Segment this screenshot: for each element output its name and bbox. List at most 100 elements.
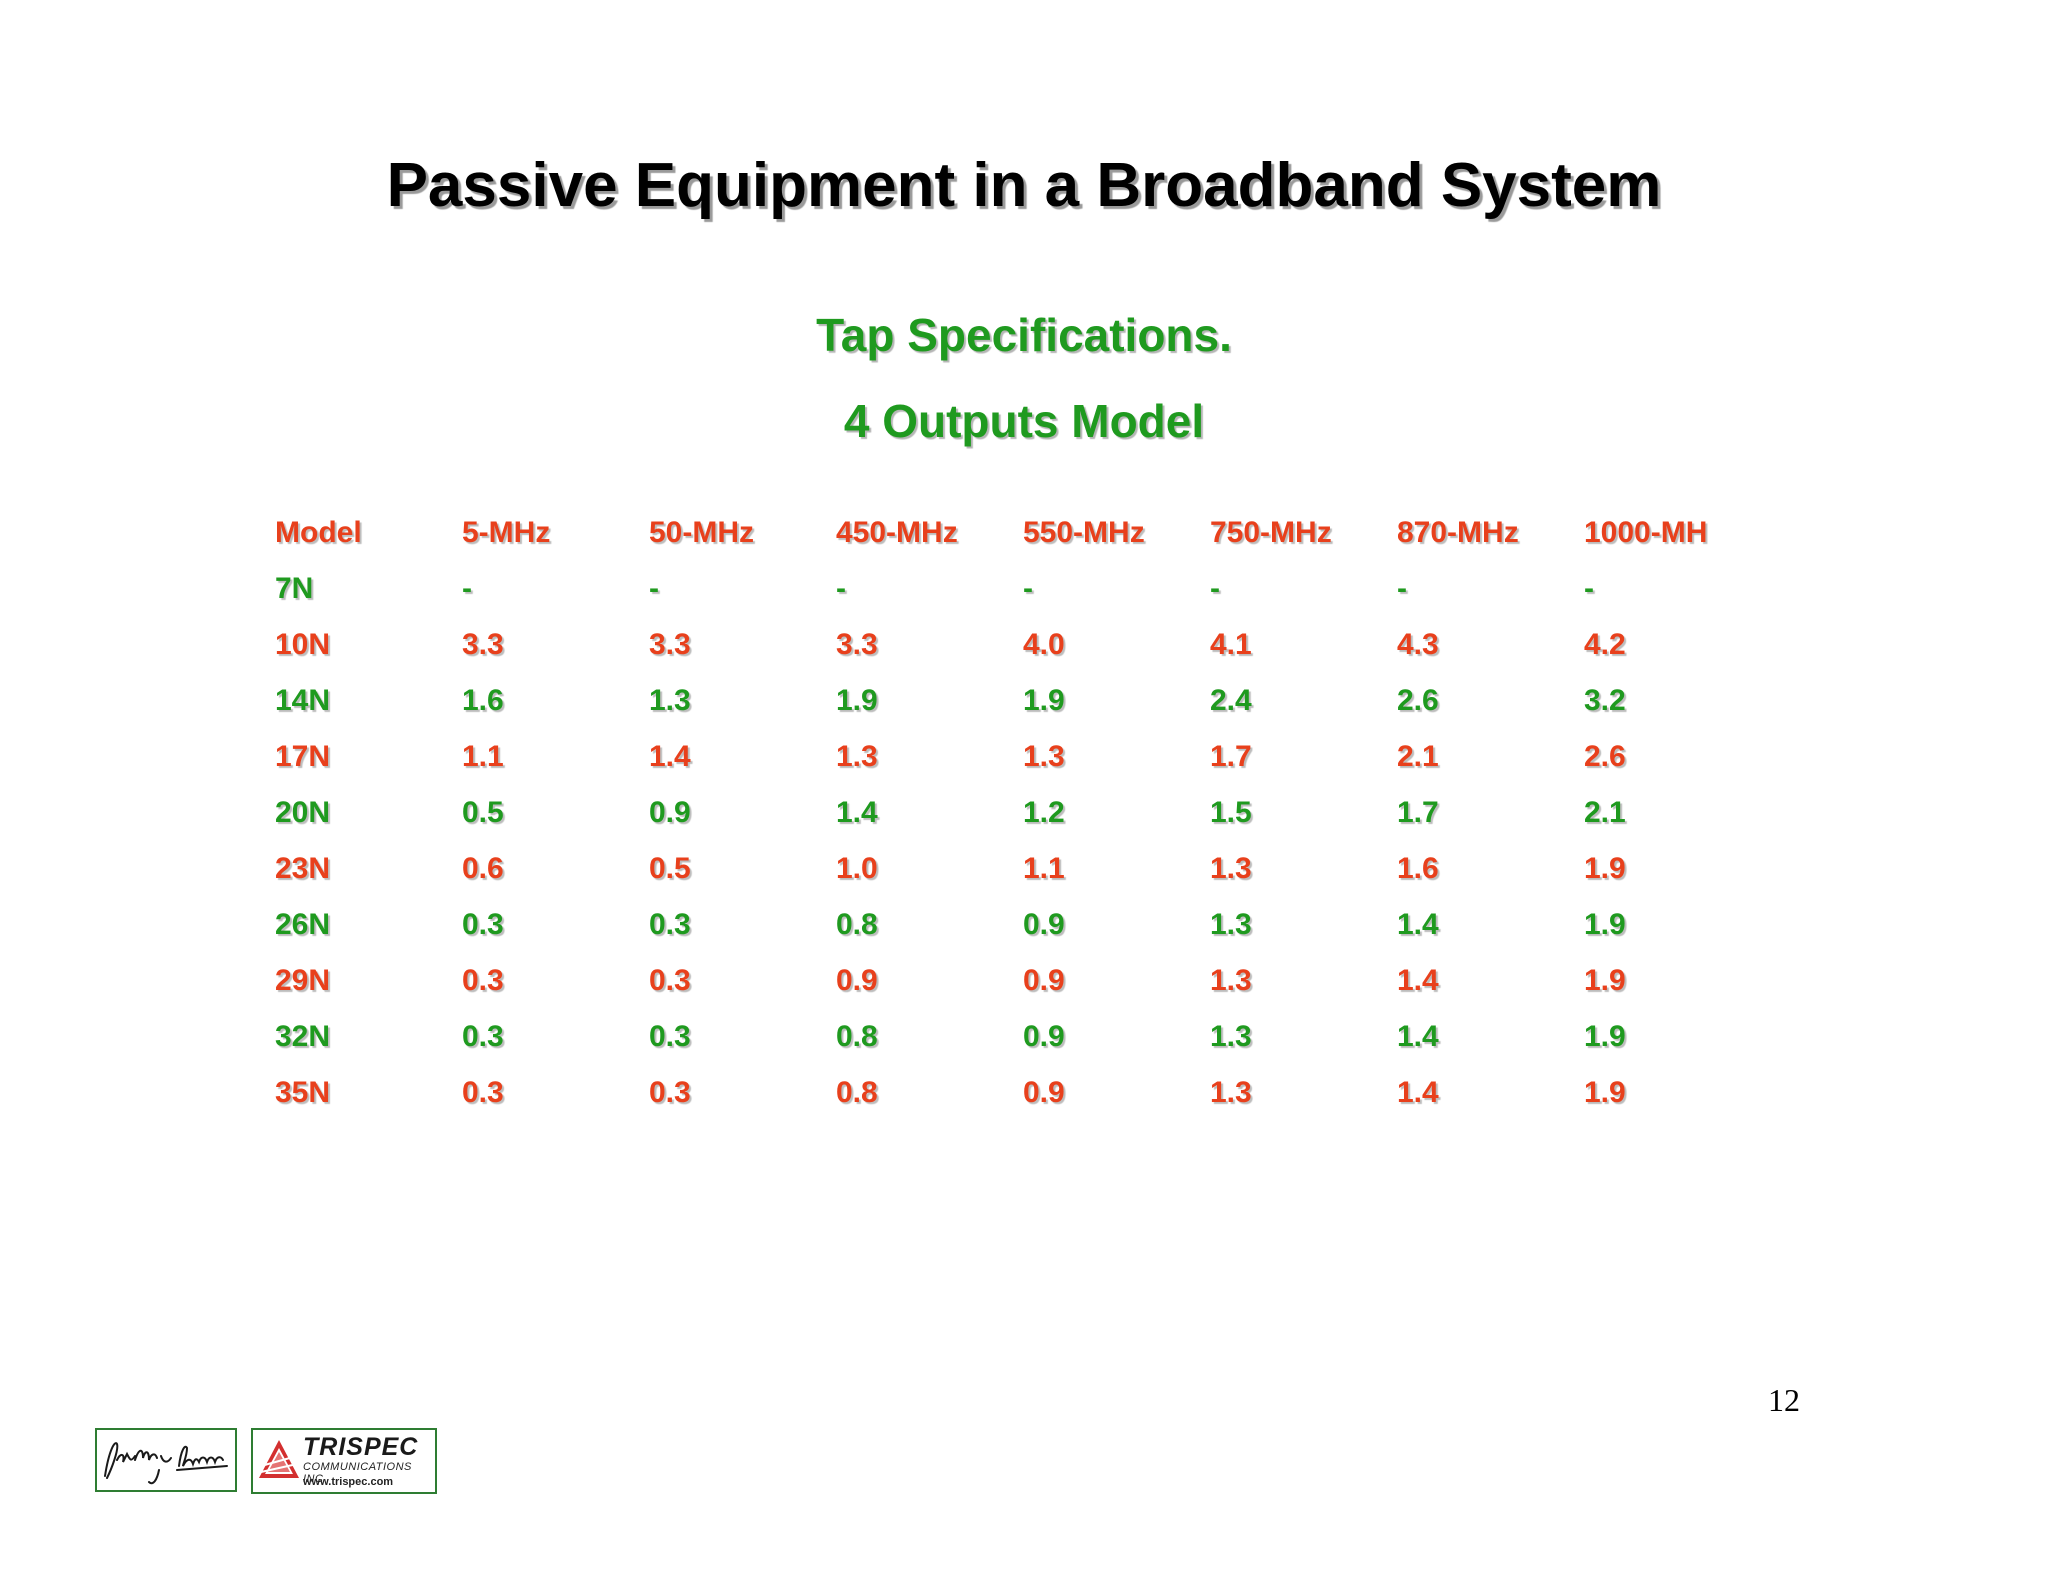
table-cell: 1.9 bbox=[1584, 1020, 1626, 1053]
table-cell: 4.1 bbox=[1210, 628, 1252, 661]
table-header-cell: 450-MHz bbox=[836, 516, 958, 549]
table-cell: 14N bbox=[275, 684, 331, 717]
slide-title: Passive Equipment in a Broadband System bbox=[386, 151, 1662, 220]
table-cell: 1.3 bbox=[1210, 908, 1252, 941]
table-cell: 1.2 bbox=[1023, 796, 1065, 829]
table-cell: 10N bbox=[275, 628, 331, 661]
table-header-row: Model 5-MHz 50-MHz 450-MHz 550-MHz 750-M… bbox=[275, 505, 1771, 561]
table-cell: 2.6 bbox=[1397, 684, 1439, 717]
table-cell: 0.3 bbox=[649, 964, 691, 997]
table-cell: 0.3 bbox=[462, 1020, 504, 1053]
table-cell: 1.3 bbox=[1210, 1076, 1252, 1109]
table-cell: 1.9 bbox=[1584, 1076, 1626, 1109]
table-cell: 2.1 bbox=[1397, 740, 1439, 773]
table-cell: 1.3 bbox=[1210, 1020, 1252, 1053]
table-cell: 1.9 bbox=[1023, 684, 1065, 717]
table-cell: 1.1 bbox=[462, 740, 504, 773]
table-cell: 1.4 bbox=[1397, 964, 1439, 997]
table-cell: 29N bbox=[275, 964, 331, 997]
table-cell: 2.1 bbox=[1584, 796, 1626, 829]
table-cell: 1.3 bbox=[1210, 964, 1252, 997]
table-row: 14N 1.6 1.3 1.9 1.9 2.4 2.6 3.2 bbox=[275, 673, 1771, 729]
table-header-cell: 5-MHz bbox=[462, 516, 551, 549]
table-header-cell: 50-MHz bbox=[649, 516, 755, 549]
table-cell: 3.3 bbox=[836, 628, 878, 661]
table-cell: - bbox=[1023, 572, 1033, 605]
table-cell: 1.4 bbox=[836, 796, 878, 829]
trispec-name: TRISPEC bbox=[303, 1433, 419, 1461]
trispec-logo: TRISPEC COMMUNICATIONS INC www.trispec.c… bbox=[251, 1428, 437, 1494]
page-number: 12 bbox=[1768, 1382, 1800, 1418]
table-cell: - bbox=[649, 572, 659, 605]
table-cell: 1.7 bbox=[1397, 796, 1439, 829]
tap-specifications-table: Model 5-MHz 50-MHz 450-MHz 550-MHz 750-M… bbox=[275, 505, 1771, 1121]
table-header-cell: 1000-MH bbox=[1584, 516, 1708, 549]
table-row: 17N 1.1 1.4 1.3 1.3 1.7 2.1 2.6 bbox=[275, 729, 1771, 785]
table-cell: 0.9 bbox=[1023, 1076, 1065, 1109]
table-cell: 0.5 bbox=[462, 796, 504, 829]
table-cell: 1.9 bbox=[1584, 852, 1626, 885]
table-row: 26N 0.3 0.3 0.8 0.9 1.3 1.4 1.9 bbox=[275, 897, 1771, 953]
signature-icon bbox=[104, 1442, 228, 1485]
table-cell: 4.2 bbox=[1584, 628, 1626, 661]
table-cell: 1.6 bbox=[1397, 852, 1439, 885]
trispec-url: www.trispec.com bbox=[303, 1476, 394, 1488]
table-cell: 0.9 bbox=[1023, 1020, 1065, 1053]
table-cell: - bbox=[836, 572, 846, 605]
table-cell: 1.6 bbox=[462, 684, 504, 717]
table-cell: 1.4 bbox=[1397, 1076, 1439, 1109]
table-cell: - bbox=[1210, 572, 1220, 605]
table-row: 10N 3.3 3.3 3.3 4.0 4.1 4.3 4.2 bbox=[275, 617, 1771, 673]
table-cell: 20N bbox=[275, 796, 331, 829]
table-cell: 1.3 bbox=[836, 740, 878, 773]
table-cell: 32N bbox=[275, 1020, 331, 1053]
table-cell: 1.9 bbox=[1584, 908, 1626, 941]
table-header-cell: 870-MHz bbox=[1397, 516, 1519, 549]
table-cell: 35N bbox=[275, 1076, 331, 1109]
table-cell: 0.3 bbox=[649, 1076, 691, 1109]
table-row: 29N 0.3 0.3 0.9 0.9 1.3 1.4 1.9 bbox=[275, 953, 1771, 1009]
table-cell: 1.4 bbox=[1397, 908, 1439, 941]
table-cell: 1.7 bbox=[1210, 740, 1252, 773]
table-cell: 2.6 bbox=[1584, 740, 1626, 773]
table-cell: 0.9 bbox=[1023, 964, 1065, 997]
table-cell: 1.0 bbox=[836, 852, 878, 885]
table-cell: 3.3 bbox=[649, 628, 691, 661]
table-cell: 0.9 bbox=[836, 964, 878, 997]
table-header-cell: Model bbox=[275, 516, 362, 549]
trispec-triangle-icon bbox=[259, 1440, 299, 1478]
table-cell: 0.8 bbox=[836, 1076, 878, 1109]
table-cell: 1.9 bbox=[1584, 964, 1626, 997]
table-cell: 2.4 bbox=[1210, 684, 1252, 717]
table-cell: 1.4 bbox=[1397, 1020, 1439, 1053]
table-cell: - bbox=[1397, 572, 1407, 605]
table-cell: - bbox=[462, 572, 472, 605]
table-cell: 1.9 bbox=[836, 684, 878, 717]
trispec-subtitle: COMMUNICATIONS INC bbox=[303, 1461, 412, 1485]
table-cell: 1.3 bbox=[649, 684, 691, 717]
table-cell: 4.3 bbox=[1397, 628, 1439, 661]
table-cell: 0.6 bbox=[462, 852, 504, 885]
table-cell: 4.0 bbox=[1023, 628, 1065, 661]
table-cell: 26N bbox=[275, 908, 331, 941]
table-cell: 3.3 bbox=[462, 628, 504, 661]
table-cell: 0.8 bbox=[836, 908, 878, 941]
table-cell: 0.3 bbox=[649, 1020, 691, 1053]
table-cell: 7N bbox=[275, 572, 314, 605]
table-cell: 1.3 bbox=[1210, 852, 1252, 885]
table-cell: 0.3 bbox=[649, 908, 691, 941]
table-row: 7N - - - - - - - bbox=[275, 561, 1771, 617]
table-cell: 1.3 bbox=[1023, 740, 1065, 773]
table-cell: 0.8 bbox=[836, 1020, 878, 1053]
table-cell: 0.3 bbox=[462, 1076, 504, 1109]
table-cell: 0.3 bbox=[462, 908, 504, 941]
signature-logo bbox=[95, 1428, 237, 1492]
table-cell: 0.9 bbox=[1023, 908, 1065, 941]
table-row: 32N 0.3 0.3 0.8 0.9 1.3 1.4 1.9 bbox=[275, 1009, 1771, 1065]
table-cell: 1.5 bbox=[1210, 796, 1252, 829]
table-row: 35N 0.3 0.3 0.8 0.9 1.3 1.4 1.9 bbox=[275, 1065, 1771, 1121]
table-cell: 0.3 bbox=[462, 964, 504, 997]
table-cell: 1.4 bbox=[649, 740, 691, 773]
slide-subtitle-tap-specifications: Tap Specifications. bbox=[816, 309, 1232, 361]
